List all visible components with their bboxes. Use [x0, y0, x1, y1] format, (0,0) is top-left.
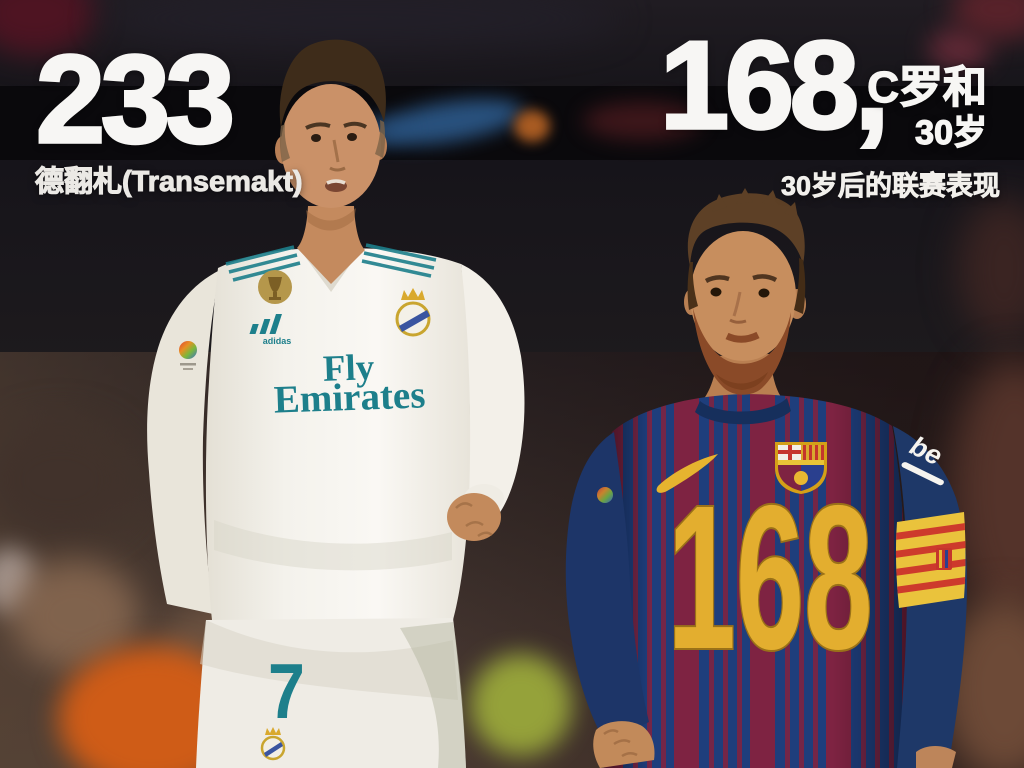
- ronaldo-left-sleeve: [147, 270, 220, 614]
- messi-right-hand: [916, 746, 956, 768]
- ronaldo-hair: [279, 39, 386, 129]
- ronaldo-right-sleeve: [461, 264, 525, 519]
- messi-eyebrows: [704, 274, 778, 284]
- fifa-club-world-cup-badge: [258, 270, 292, 304]
- ronaldo-shorts-fold: [200, 620, 458, 700]
- ronaldo-sponsor-line1: Fly: [322, 347, 375, 390]
- messi-mustache: [725, 331, 760, 343]
- messi-face: [690, 231, 796, 361]
- ronaldo-figure: 7: [147, 39, 525, 768]
- bg-blob-crowd-right-3: [958, 198, 1024, 340]
- right-stat-label-line1: C罗和: [867, 62, 988, 112]
- messi-torso-shading: [601, 394, 909, 768]
- messi-hair-side-right: [794, 258, 806, 314]
- ronaldo-hair-fade-left: [279, 124, 290, 162]
- ronaldo-jersey-fold: [214, 520, 452, 571]
- ronaldo-face-features: [305, 121, 368, 130]
- messi-left-hand: [593, 721, 655, 768]
- messi-collar: [695, 398, 791, 425]
- barcelona-crest: [775, 442, 827, 494]
- ronaldo-sponsor-line2: Emirates: [273, 373, 426, 421]
- right-stat-number: 168,: [658, 17, 891, 155]
- left-stat-caption: 德翻札(Transemakt): [35, 166, 304, 199]
- messi-beard: [693, 308, 791, 395]
- ronaldo-shoulder-stripes: [225, 243, 437, 282]
- messi-hair-side-left: [687, 262, 698, 310]
- bg-blob-dark-top: [100, 0, 620, 50]
- bg-blob-crowd-left: [0, 420, 135, 540]
- svg-text:adidas: adidas: [263, 336, 292, 346]
- messi-hair: [687, 193, 805, 266]
- ronaldo-shorts-shadow: [400, 622, 466, 768]
- messi-left-sleeve: [565, 432, 649, 742]
- right-stat-subtitle: 30岁后的联赛表现: [780, 171, 1001, 202]
- ronaldo-neck-shadow: [306, 208, 356, 231]
- laliga-patch: [179, 341, 197, 370]
- bg-blob-maroon-mid: [583, 102, 701, 140]
- right-stat-label-line2: 30岁: [914, 114, 987, 153]
- messi-shirt-number: 168: [667, 462, 872, 691]
- ronaldo-fist: [447, 493, 501, 541]
- right-stat-labels: C罗和 30岁: [867, 62, 988, 153]
- messi-chin-beard: [716, 372, 768, 390]
- messi-head: [684, 188, 806, 395]
- left-stat-number: 233: [34, 31, 236, 169]
- messi-laliga-patch: [597, 487, 613, 503]
- real-madrid-crest: [395, 288, 431, 337]
- bg-blob-green-bottom: [470, 654, 572, 756]
- ronaldo-torso-jersey: [205, 248, 471, 620]
- stadium-dark-band: [0, 86, 1024, 162]
- adidas-logo: adidas: [249, 314, 291, 346]
- nike-swoosh-icon: [656, 454, 718, 493]
- messi-figure: be 168: [565, 188, 967, 768]
- ronaldo-face: [281, 84, 381, 208]
- ronaldo-shorts-crest: [260, 727, 286, 761]
- ronaldo-head: [275, 39, 387, 208]
- bg-blob-orange-mid: [514, 110, 550, 142]
- ronaldo-hair-fade-right: [375, 120, 386, 158]
- ronaldo-shorts-number: 7: [268, 648, 305, 735]
- captain-armband: [895, 512, 966, 608]
